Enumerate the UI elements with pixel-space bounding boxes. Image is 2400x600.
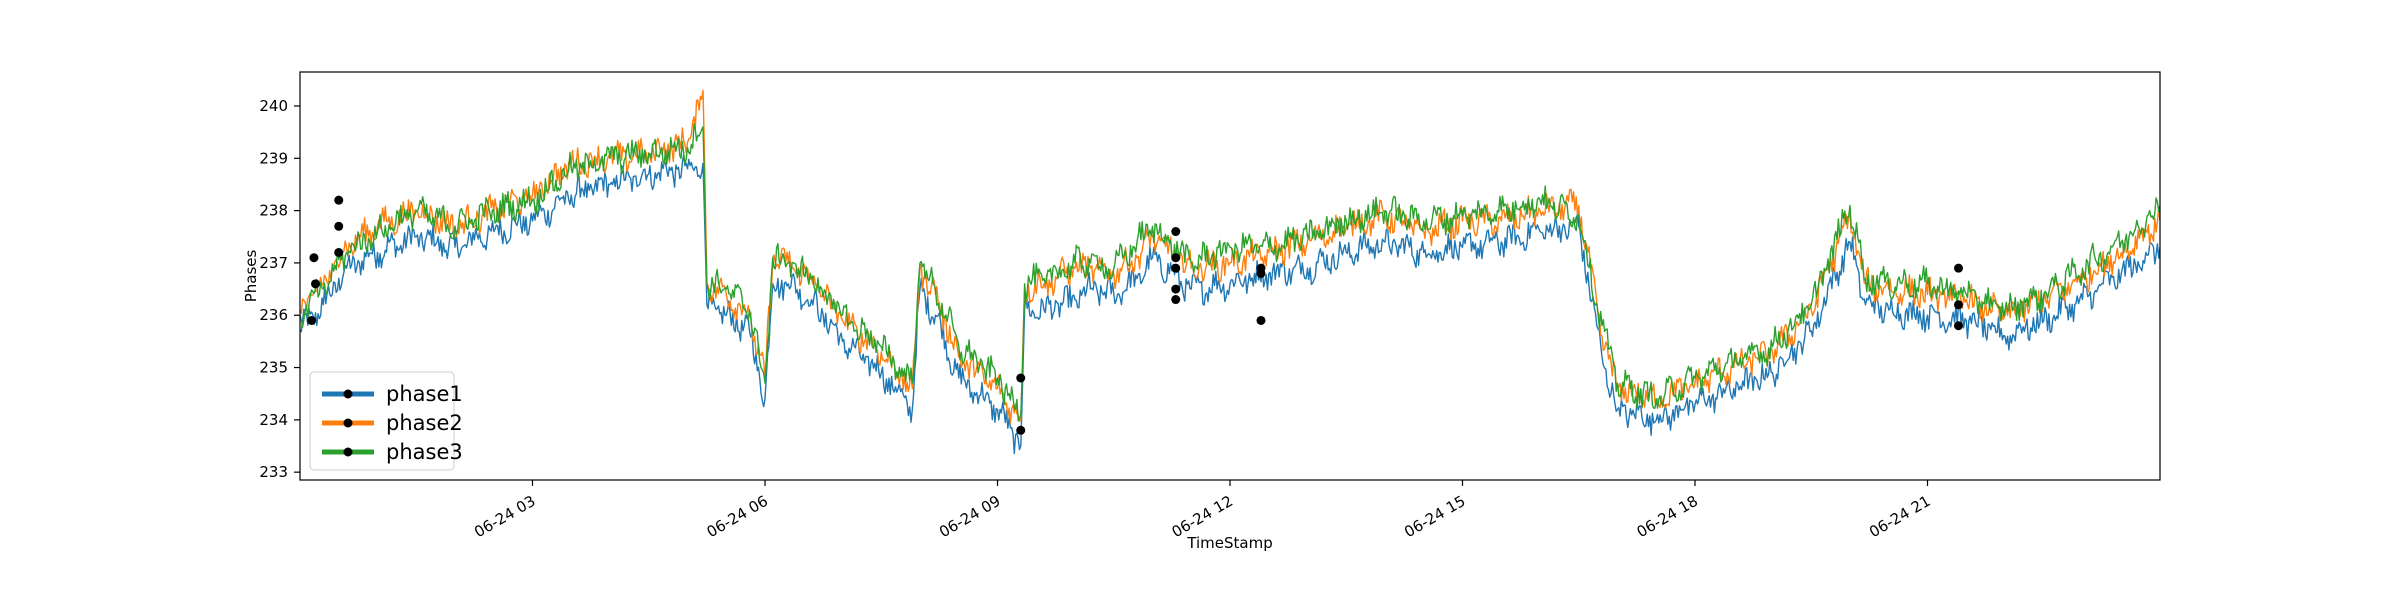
legend-label-phase3: phase3 — [386, 440, 463, 464]
series-line-phase1 — [299, 154, 2161, 455]
series-layer — [299, 89, 2161, 455]
legend-marker-phase1 — [343, 389, 353, 399]
data-marker — [1171, 227, 1181, 237]
y-tick-label: 238 — [259, 202, 288, 220]
data-marker — [1954, 321, 1963, 331]
y-tick-label: 235 — [259, 359, 288, 377]
y-axis: 233 234 235 236 237 238 239 240 — [259, 97, 300, 481]
legend-label-phase2: phase2 — [386, 411, 463, 435]
data-marker — [1171, 284, 1181, 294]
data-marker — [334, 247, 344, 257]
data-marker — [1016, 425, 1026, 435]
legend-marker-phase3 — [343, 447, 353, 457]
marker-layer — [307, 195, 1963, 435]
data-marker — [1171, 295, 1181, 305]
y-axis-label: Phases — [242, 250, 260, 303]
data-marker — [307, 315, 317, 325]
x-axis-label: TimeStamp — [1186, 534, 1272, 552]
y-tick-label: 237 — [259, 254, 288, 272]
data-marker — [1171, 263, 1181, 273]
legend: phase1 phase2 phase3 — [309, 371, 463, 471]
data-marker — [1954, 300, 1963, 310]
y-tick-label: 233 — [259, 463, 288, 481]
y-tick-label: 239 — [259, 149, 288, 167]
data-marker — [1256, 268, 1266, 278]
y-tick-label: 234 — [259, 411, 288, 429]
data-marker — [1016, 373, 1026, 383]
data-marker — [1954, 263, 1963, 273]
data-marker — [311, 279, 320, 289]
data-marker — [1256, 315, 1266, 325]
series-line-phase3 — [299, 123, 2161, 422]
plot-area-background — [300, 72, 2160, 480]
legend-label-phase1: phase1 — [386, 382, 463, 406]
data-marker — [334, 221, 344, 231]
y-tick-label: 240 — [259, 97, 288, 115]
y-tick-label: 236 — [259, 306, 288, 324]
legend-marker-phase2 — [343, 418, 353, 428]
data-marker — [309, 253, 319, 263]
data-marker — [1171, 253, 1181, 263]
data-marker — [334, 195, 344, 205]
